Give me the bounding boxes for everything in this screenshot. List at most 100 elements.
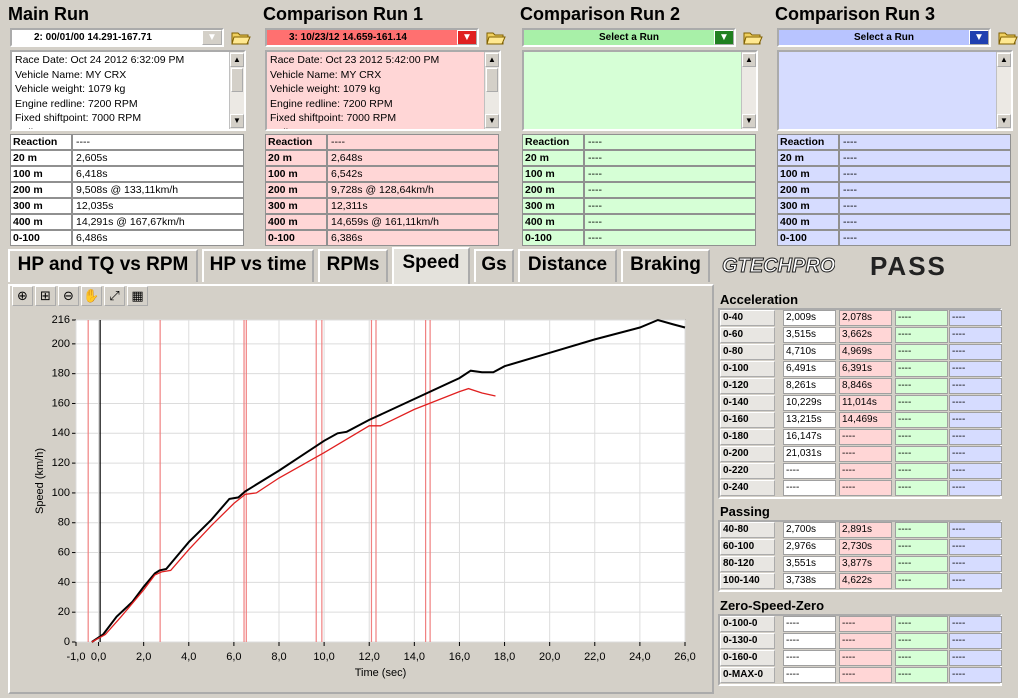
cell-value: ---- bbox=[949, 395, 1002, 411]
result-label: 100 m bbox=[10, 166, 72, 182]
tab[interactable]: Distance bbox=[518, 249, 617, 282]
cell-value: 2,730s bbox=[839, 539, 892, 555]
info-line: Race Date: Oct 24 2012 6:32:09 PM bbox=[15, 54, 185, 66]
logo-product: PASS bbox=[870, 251, 947, 281]
cell-value: ---- bbox=[895, 667, 948, 683]
scroll-down[interactable]: ▼ bbox=[230, 114, 244, 128]
info-line: Race Date: Oct 23 2012 5:42:00 PM bbox=[270, 54, 440, 66]
cell-value: 2,700s bbox=[783, 522, 836, 538]
info-line: Rollout: 30 cm 0.51sec bbox=[15, 126, 244, 130]
cell-value: ---- bbox=[895, 539, 948, 555]
result-label: 0-100 bbox=[522, 230, 584, 246]
cell-value: 6,491s bbox=[783, 361, 836, 377]
scroll-up[interactable]: ▲ bbox=[230, 53, 244, 67]
cell-value: ---- bbox=[895, 412, 948, 428]
cell-value: ---- bbox=[895, 522, 948, 538]
folder-button[interactable] bbox=[230, 29, 252, 46]
toolbar-button[interactable]: ▦ bbox=[127, 286, 148, 306]
scroll-down[interactable]: ▼ bbox=[997, 114, 1011, 128]
result-label: 200 m bbox=[10, 182, 72, 198]
cell-value: 21,031s bbox=[783, 446, 836, 462]
cell-value: 3,662s bbox=[839, 327, 892, 343]
cell-value: ---- bbox=[783, 480, 836, 496]
result-label: 20 m bbox=[777, 150, 839, 166]
row-label: 0-120 bbox=[720, 378, 775, 394]
scroll-down[interactable]: ▼ bbox=[742, 114, 756, 128]
folder-icon bbox=[998, 32, 1018, 45]
toolbar-button[interactable]: ✋ bbox=[81, 286, 102, 306]
cell-value: ---- bbox=[895, 327, 948, 343]
result-value: 9,728s @ 128,64km/h bbox=[327, 182, 499, 198]
result-value: 14,659s @ 161,11km/h bbox=[327, 214, 499, 230]
cell-value: ---- bbox=[783, 616, 836, 632]
dropdown-arrow[interactable]: ▼ bbox=[457, 30, 477, 45]
result-label: 0-100 bbox=[265, 230, 327, 246]
cell-value: ---- bbox=[895, 310, 948, 326]
run-info bbox=[522, 50, 758, 131]
row-label: 0-60 bbox=[720, 327, 775, 343]
cell-value: ---- bbox=[895, 429, 948, 445]
scroll-up[interactable]: ▲ bbox=[485, 53, 499, 67]
cell-value: 4,969s bbox=[839, 344, 892, 360]
run-title: Comparison Run 3 bbox=[775, 4, 936, 24]
cell-value: 2,009s bbox=[783, 310, 836, 326]
run-selector[interactable]: 3: 10/23/12 14.659-161.14 bbox=[265, 28, 479, 47]
tab[interactable]: Braking bbox=[621, 249, 710, 282]
result-label: 20 m bbox=[522, 150, 584, 166]
folder-button[interactable] bbox=[742, 29, 764, 46]
run-selector[interactable]: Select a Run bbox=[522, 28, 736, 47]
cell-value: 8,846s bbox=[839, 378, 892, 394]
result-value: ---- bbox=[584, 134, 756, 150]
dropdown-arrow[interactable]: ▼ bbox=[969, 30, 989, 45]
toolbar-button[interactable]: ⊖ bbox=[58, 286, 79, 306]
result-value: 6,386s bbox=[327, 230, 499, 246]
cell-value: 10,229s bbox=[783, 395, 836, 411]
section-title: Acceleration bbox=[720, 292, 799, 307]
tab[interactable]: Gs bbox=[474, 249, 514, 282]
folder-button[interactable] bbox=[997, 29, 1018, 46]
result-value: ---- bbox=[72, 134, 244, 150]
cell-value: ---- bbox=[949, 361, 1002, 377]
folder-icon bbox=[743, 32, 763, 45]
cell-value: ---- bbox=[949, 463, 1002, 479]
result-value: ---- bbox=[584, 182, 756, 198]
toolbar-button[interactable]: ⊞ bbox=[35, 286, 56, 306]
row-label: 0-80 bbox=[720, 344, 775, 360]
info-line: Vehicle Name: MY CRX bbox=[270, 68, 382, 81]
dropdown-arrow[interactable]: ▼ bbox=[714, 30, 734, 45]
result-value: 2,648s bbox=[327, 150, 499, 166]
tab[interactable]: RPMs bbox=[318, 249, 388, 282]
result-label: 200 m bbox=[777, 182, 839, 198]
cell-value: 8,261s bbox=[783, 378, 836, 394]
tab-active[interactable]: Speed bbox=[392, 247, 470, 284]
cell-value: 11,014s bbox=[839, 395, 892, 411]
cell-value: ---- bbox=[839, 667, 892, 683]
cell-value: 4,710s bbox=[783, 344, 836, 360]
result-label: 400 m bbox=[10, 214, 72, 230]
info-line: Rollout: 30 cm 0.47sec bbox=[270, 126, 499, 130]
cell-value: ---- bbox=[895, 616, 948, 632]
result-label: 300 m bbox=[777, 198, 839, 214]
run-selector[interactable]: 2: 00/01/00 14.291-167.71 bbox=[10, 28, 224, 47]
row-label: 0-180 bbox=[720, 429, 775, 445]
run-selector[interactable]: Select a Run bbox=[777, 28, 991, 47]
tab[interactable]: HP vs time bbox=[202, 249, 314, 282]
toolbar-button[interactable]: ⊕ bbox=[12, 286, 33, 306]
cell-value: ---- bbox=[895, 395, 948, 411]
section-title: Passing bbox=[720, 504, 770, 519]
folder-button[interactable] bbox=[485, 29, 507, 46]
folder-icon bbox=[231, 32, 251, 45]
cell-value: ---- bbox=[895, 446, 948, 462]
toolbar-button[interactable]: ⤢ bbox=[104, 286, 125, 306]
dropdown-arrow[interactable]: ▼ bbox=[202, 30, 222, 45]
cell-value: ---- bbox=[895, 480, 948, 496]
cell-value: ---- bbox=[839, 480, 892, 496]
row-label: 0-140 bbox=[720, 395, 775, 411]
scroll-down[interactable]: ▼ bbox=[485, 114, 499, 128]
scroll-up[interactable]: ▲ bbox=[742, 53, 756, 67]
cell-value: ---- bbox=[949, 650, 1002, 666]
tab[interactable]: HP and TQ vs RPM bbox=[8, 249, 198, 282]
scroll-up[interactable]: ▲ bbox=[997, 53, 1011, 67]
result-value: ---- bbox=[839, 198, 1011, 214]
